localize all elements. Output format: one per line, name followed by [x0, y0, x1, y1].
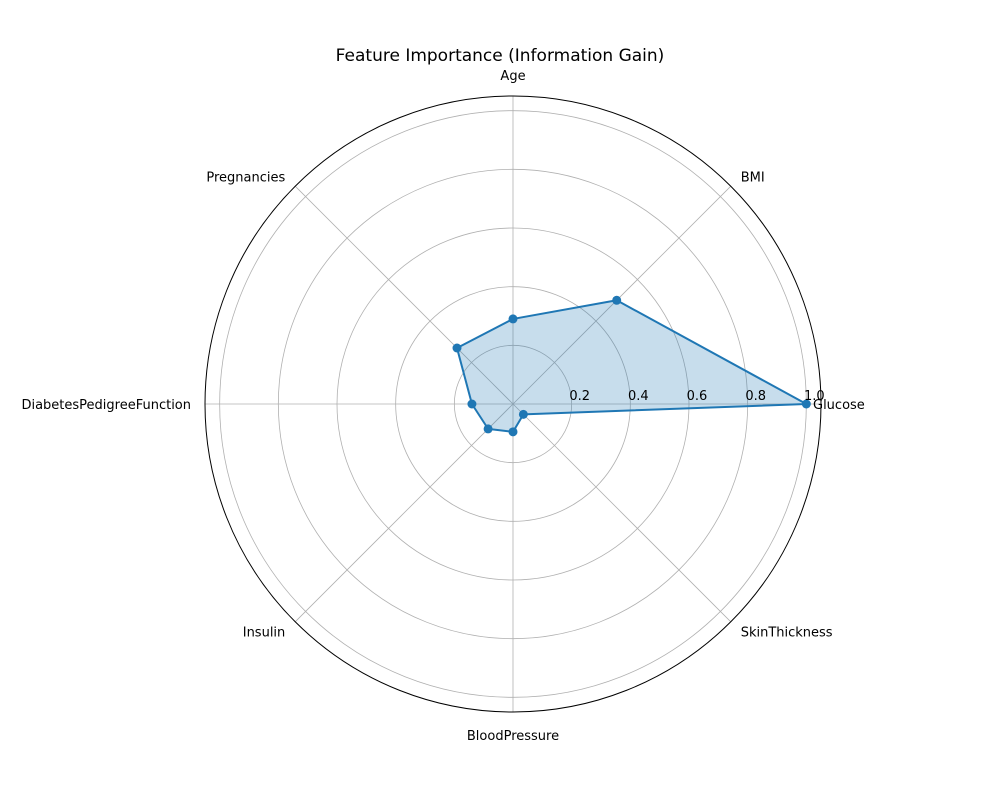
- radial-tick-label: 0.8: [745, 389, 766, 404]
- category-label-glucose: Glucose: [813, 398, 865, 413]
- category-label-diabetespedigreefunction: DiabetesPedigreeFunction: [21, 398, 191, 413]
- category-label-pregnancies: Pregnancies: [206, 170, 285, 185]
- category-label-bmi: BMI: [741, 170, 765, 185]
- series-layer: [452, 295, 811, 437]
- grid-spoke: [512, 185, 732, 405]
- data-point-bmi: [612, 295, 622, 305]
- data-point-diabetespedigreefunction: [467, 399, 477, 409]
- data-point-skinthickness: [518, 409, 528, 419]
- data-point-pregnancies: [452, 343, 462, 353]
- data-point-insulin: [483, 424, 493, 434]
- grid-spoke: [294, 185, 514, 405]
- radial-tick-label: 0.6: [687, 389, 708, 404]
- polar-frame: [204, 95, 822, 713]
- category-label-skinthickness: SkinThickness: [741, 626, 833, 641]
- radial-tick-label: 0.4: [628, 389, 649, 404]
- data-point-bloodpressure: [508, 427, 518, 437]
- category-label-age: Age: [500, 69, 525, 84]
- chart-title: Feature Importance (Information Gain): [336, 46, 665, 66]
- data-point-age: [508, 314, 518, 324]
- category-label-bloodpressure: BloodPressure: [467, 729, 559, 744]
- grid-layer: [204, 95, 822, 713]
- category-label-insulin: Insulin: [243, 626, 286, 641]
- series-area: [457, 300, 807, 432]
- radial-tick-label: 0.2: [569, 389, 590, 404]
- grid-spoke: [512, 403, 732, 623]
- grid-spoke: [294, 403, 514, 623]
- data-point-glucose: [801, 399, 811, 409]
- radial-tick-label: 1.0: [804, 389, 825, 404]
